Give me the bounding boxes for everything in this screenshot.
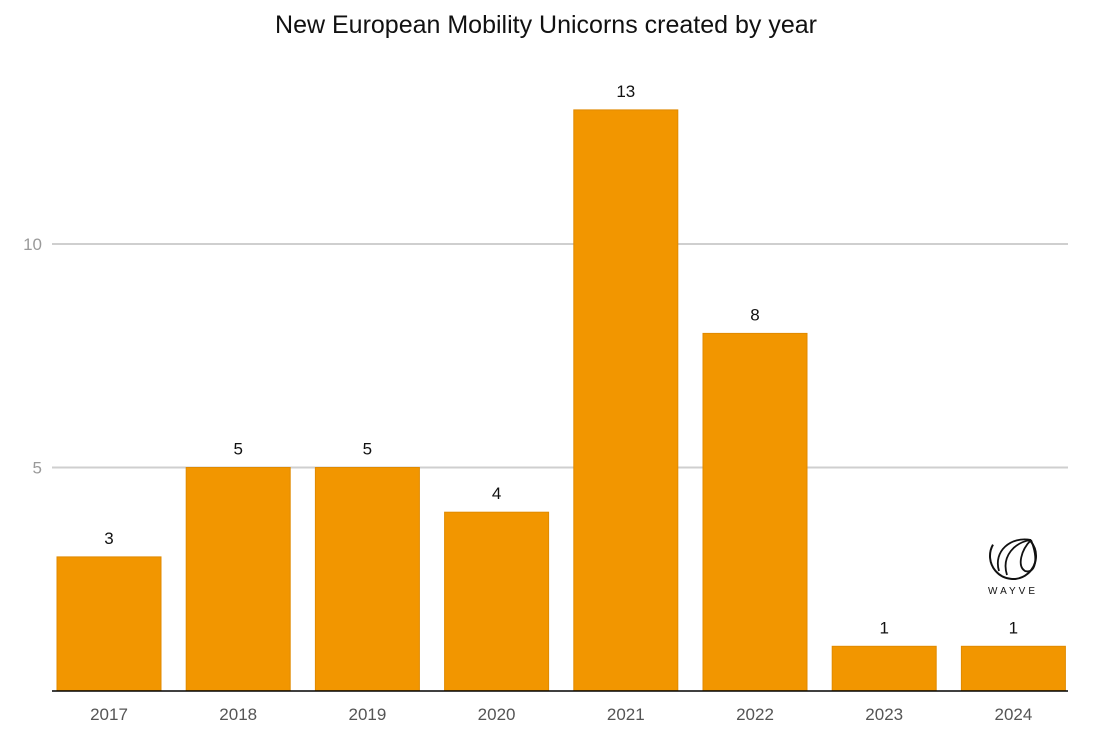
bar-2018 [185, 467, 291, 692]
x-tick-label: 2023 [865, 705, 903, 724]
logo-text: WAYVE [988, 586, 1038, 597]
bar-2022 [702, 332, 808, 692]
x-tick-label: 2021 [607, 705, 645, 724]
gridlines: 5 10 [23, 235, 1068, 478]
data-label: 8 [750, 305, 759, 324]
y-tick-label: 5 [33, 459, 42, 478]
data-label: 4 [492, 484, 501, 503]
bar-2020 [444, 511, 550, 692]
data-label: 13 [616, 82, 635, 101]
bar-2021 [573, 109, 679, 692]
x-tick-label: 2024 [994, 705, 1032, 724]
y-tick-label: 10 [23, 235, 42, 254]
x-tick-label: 2018 [219, 705, 257, 724]
data-label: 5 [363, 440, 372, 459]
chart-title: New European Mobility Unicorns created b… [275, 11, 817, 39]
data-label: 1 [879, 618, 888, 637]
bar-2019 [314, 467, 420, 692]
bars: 3 2017 5 2018 5 2019 4 2020 13 2021 8 2022 1 2023 1 202… [56, 82, 1066, 724]
bar-2017 [56, 556, 162, 692]
x-tick-label: 2020 [478, 705, 516, 724]
data-label: 1 [1009, 618, 1018, 637]
data-label: 5 [233, 440, 242, 459]
bar-2024 [960, 645, 1066, 692]
wayve-logo: WAYVE [988, 532, 1038, 597]
x-tick-label: 2019 [348, 705, 386, 724]
x-tick-label: 2017 [90, 705, 128, 724]
data-label: 3 [104, 529, 113, 548]
x-tick-label: 2022 [736, 705, 774, 724]
bar-2023 [831, 645, 937, 692]
